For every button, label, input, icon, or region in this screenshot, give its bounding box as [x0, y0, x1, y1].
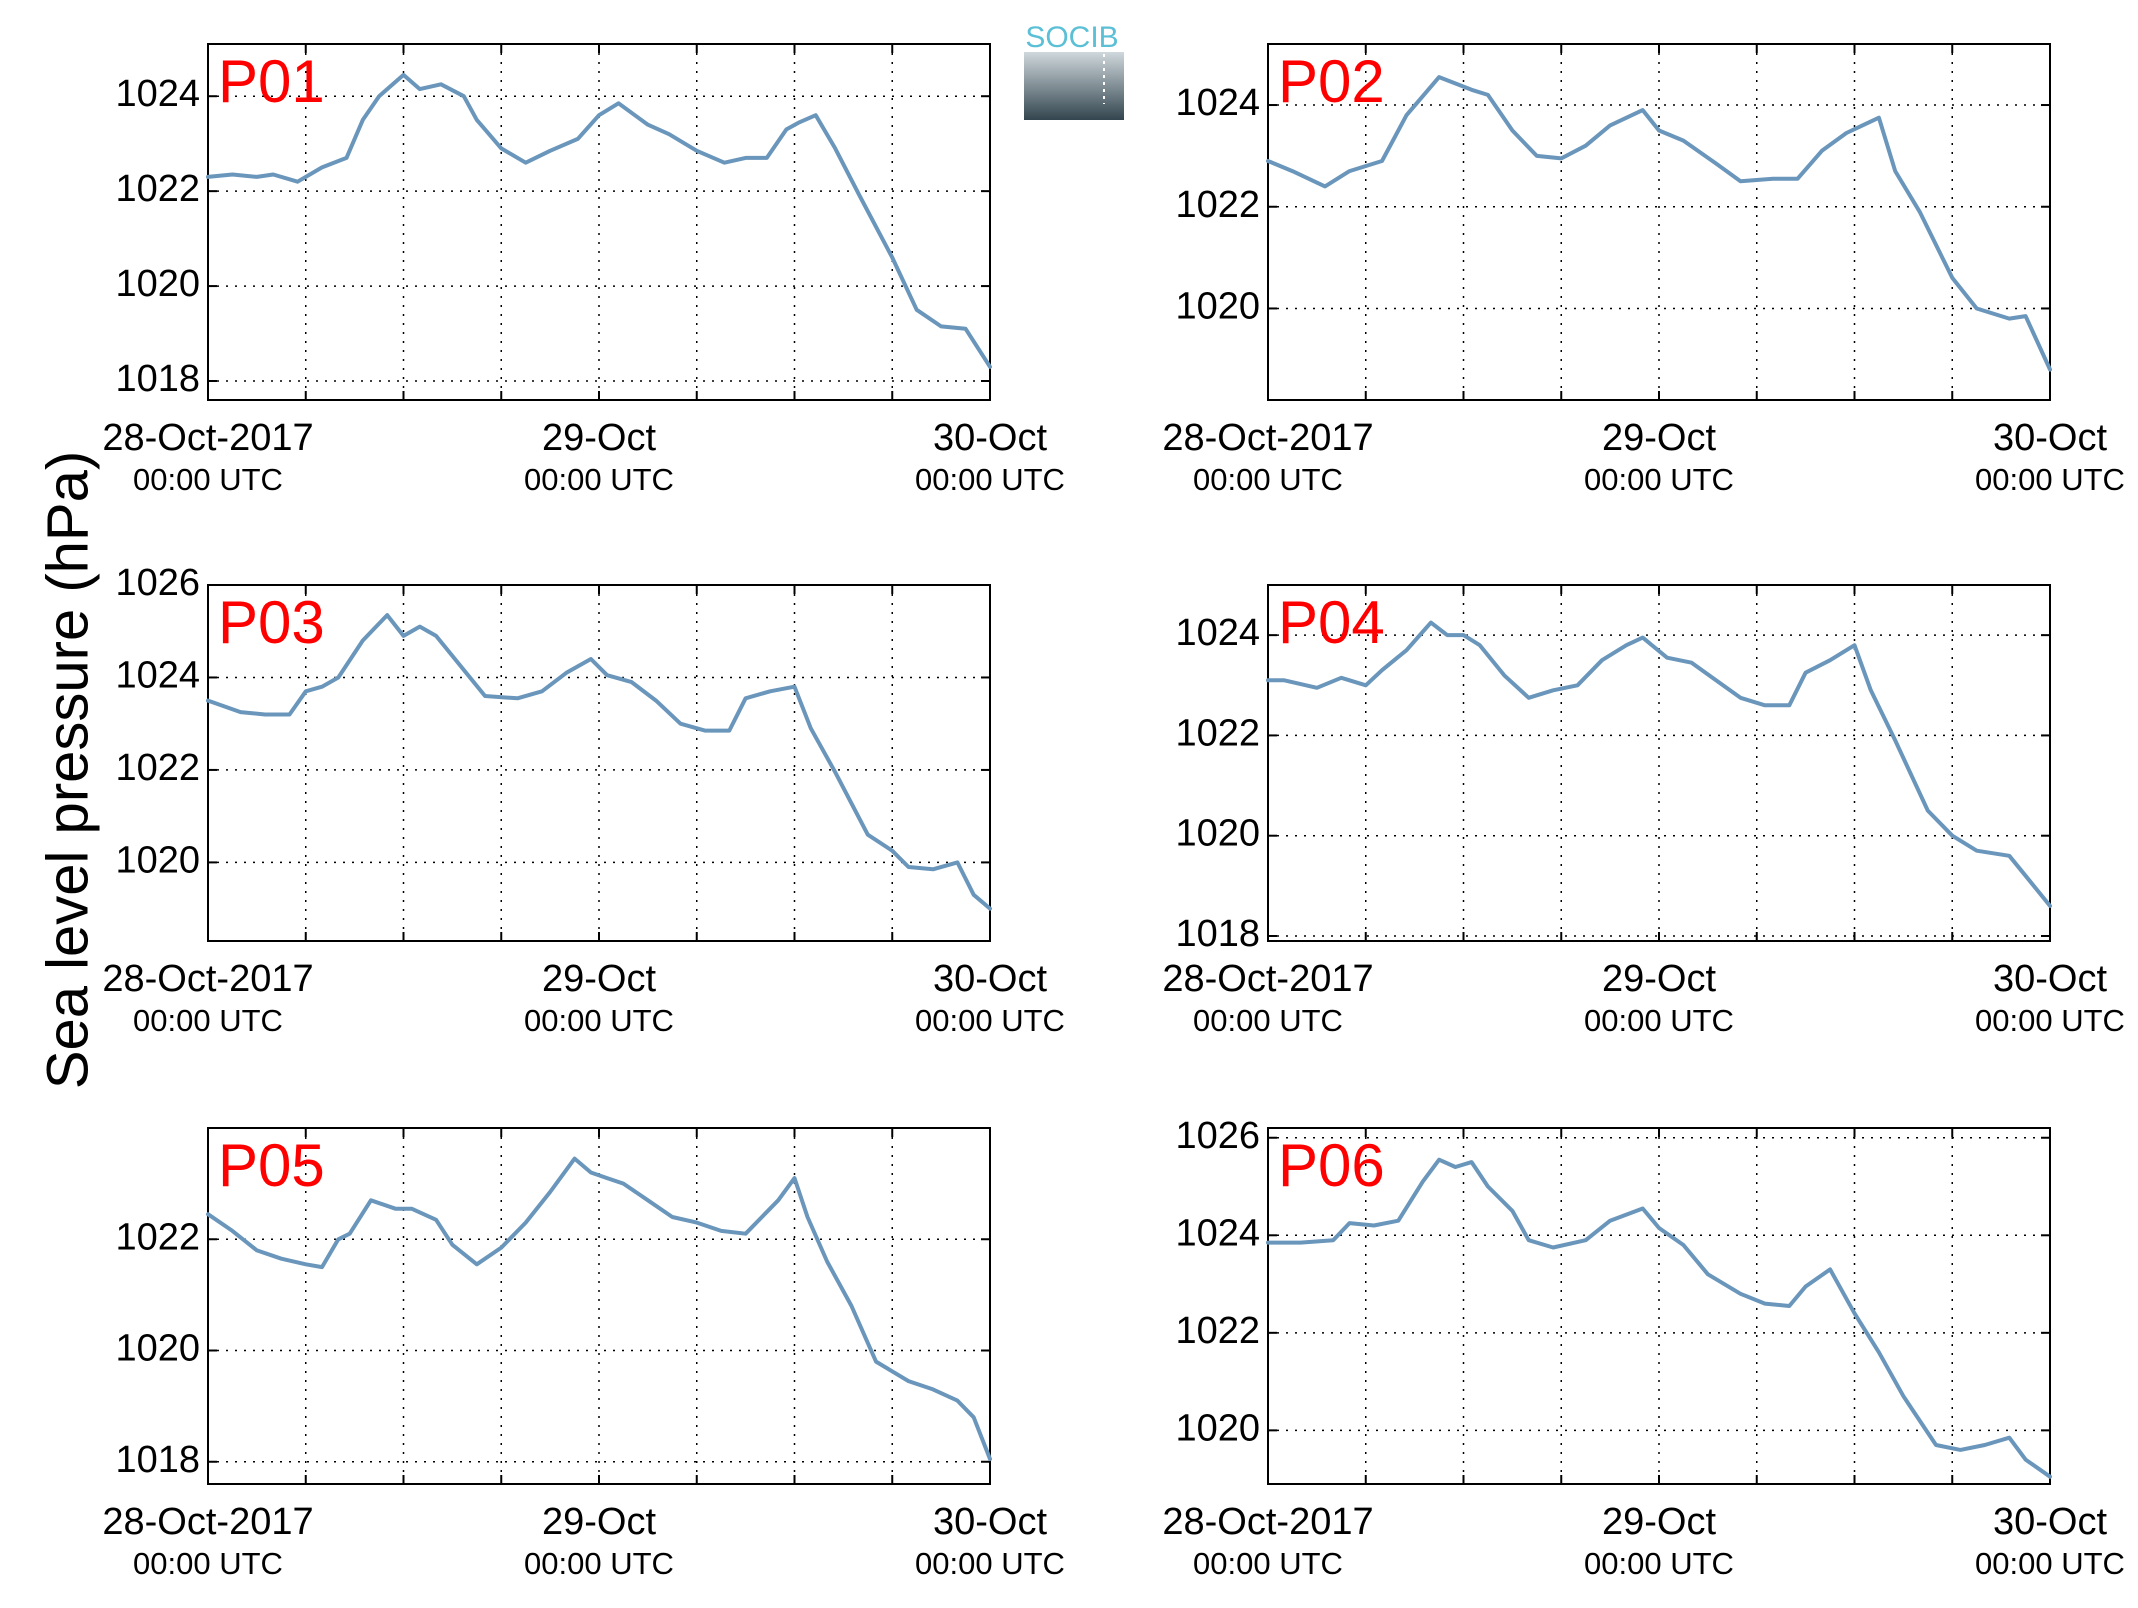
- panel-label: P05: [218, 1132, 325, 1199]
- y-tick-label: 1020: [115, 1328, 200, 1370]
- y-tick-label: 1024: [1175, 612, 1260, 654]
- y-tick-label: 1020: [115, 839, 200, 881]
- x-tick-sublabel: 00:00 UTC: [524, 1546, 674, 1581]
- y-tick-label: 1024: [115, 73, 200, 115]
- x-tick-sublabel: 00:00 UTC: [915, 1003, 1065, 1038]
- panel-label: P02: [1278, 48, 1385, 115]
- x-tick-sublabel: 00:00 UTC: [524, 1003, 674, 1038]
- y-tick-label: 1022: [1175, 1310, 1260, 1352]
- socib-logo: SOCIB: [1024, 21, 1124, 120]
- plot-background: [1268, 1128, 2050, 1484]
- panel-label: P03: [218, 589, 325, 656]
- x-tick-label: 29-Oct: [542, 958, 656, 1000]
- x-tick-sublabel: 00:00 UTC: [915, 462, 1065, 497]
- x-tick-label: 29-Oct: [1602, 1501, 1716, 1543]
- x-tick-sublabel: 00:00 UTC: [133, 1003, 283, 1038]
- logo-text: SOCIB: [1025, 21, 1118, 54]
- x-tick-sublabel: 00:00 UTC: [1193, 462, 1343, 497]
- y-tick-label: 1018: [115, 358, 200, 400]
- y-tick-label: 1024: [1175, 82, 1260, 124]
- series-line: [1266, 75, 2052, 372]
- x-tick-label: 29-Oct: [1602, 417, 1716, 459]
- x-tick-label: 30-Oct: [933, 958, 1047, 1000]
- x-tick-label: 28-Oct-2017: [102, 958, 313, 1000]
- y-tick-label: 1020: [1175, 813, 1260, 855]
- y-axis-label: Sea level pressure (hPa): [35, 451, 100, 1089]
- y-tick-label: 1022: [115, 168, 200, 210]
- x-tick-sublabel: 00:00 UTC: [1584, 462, 1734, 497]
- y-tick-label: 1022: [1175, 712, 1260, 754]
- y-tick-label: 1022: [1175, 184, 1260, 226]
- x-tick-sublabel: 00:00 UTC: [1975, 1546, 2125, 1581]
- y-tick-label: 1020: [115, 263, 200, 305]
- x-tick-label: 30-Oct: [1993, 958, 2107, 1000]
- x-tick-sublabel: 00:00 UTC: [133, 462, 283, 497]
- x-tick-label: 29-Oct: [542, 1501, 656, 1543]
- x-tick-sublabel: 00:00 UTC: [1584, 1003, 1734, 1038]
- plot-background: [1268, 44, 2050, 400]
- x-tick-sublabel: 00:00 UTC: [524, 462, 674, 497]
- x-tick-label: 29-Oct: [1602, 958, 1716, 1000]
- y-tick-label: 1018: [115, 1439, 200, 1481]
- x-tick-label: 28-Oct-2017: [102, 1501, 313, 1543]
- series-line: [1266, 1157, 2052, 1479]
- plot-background: [208, 1128, 990, 1484]
- x-tick-label: 28-Oct-2017: [1162, 417, 1373, 459]
- plot-background: [208, 585, 990, 941]
- x-tick-label: 29-Oct: [542, 417, 656, 459]
- x-tick-sublabel: 00:00 UTC: [1584, 1546, 1734, 1581]
- x-tick-sublabel: 00:00 UTC: [915, 1546, 1065, 1581]
- series-line: [206, 72, 992, 369]
- x-tick-sublabel: 00:00 UTC: [1975, 1003, 2125, 1038]
- panel-label: P01: [218, 48, 325, 115]
- y-tick-label: 1022: [115, 1216, 200, 1258]
- x-tick-sublabel: 00:00 UTC: [1975, 462, 2125, 497]
- y-tick-label: 1026: [115, 562, 200, 604]
- y-tick-label: 1020: [1175, 285, 1260, 327]
- y-tick-label: 1024: [1175, 1212, 1260, 1254]
- y-tick-label: 1018: [1175, 913, 1260, 955]
- x-tick-label: 30-Oct: [933, 1501, 1047, 1543]
- x-tick-sublabel: 00:00 UTC: [1193, 1546, 1343, 1581]
- panel-label: P06: [1278, 1132, 1385, 1199]
- x-tick-label: 30-Oct: [1993, 417, 2107, 459]
- panel-label: P04: [1278, 589, 1385, 656]
- series-line: [206, 613, 992, 911]
- x-tick-label: 28-Oct-2017: [1162, 958, 1373, 1000]
- plot-background: [208, 44, 990, 400]
- x-tick-label: 28-Oct-2017: [102, 417, 313, 459]
- x-tick-label: 30-Oct: [1993, 1501, 2107, 1543]
- y-tick-label: 1022: [115, 747, 200, 789]
- logo-block-icon: [1024, 52, 1124, 120]
- x-tick-label: 28-Oct-2017: [1162, 1501, 1373, 1543]
- y-tick-label: 1020: [1175, 1407, 1260, 1449]
- x-tick-sublabel: 00:00 UTC: [1193, 1003, 1343, 1038]
- series-line: [206, 1156, 992, 1461]
- x-tick-sublabel: 00:00 UTC: [133, 1546, 283, 1581]
- y-tick-label: 1026: [1175, 1115, 1260, 1157]
- series-line: [1266, 620, 2052, 908]
- x-tick-label: 30-Oct: [933, 417, 1047, 459]
- y-tick-label: 1024: [115, 654, 200, 696]
- plot-background: [1268, 585, 2050, 941]
